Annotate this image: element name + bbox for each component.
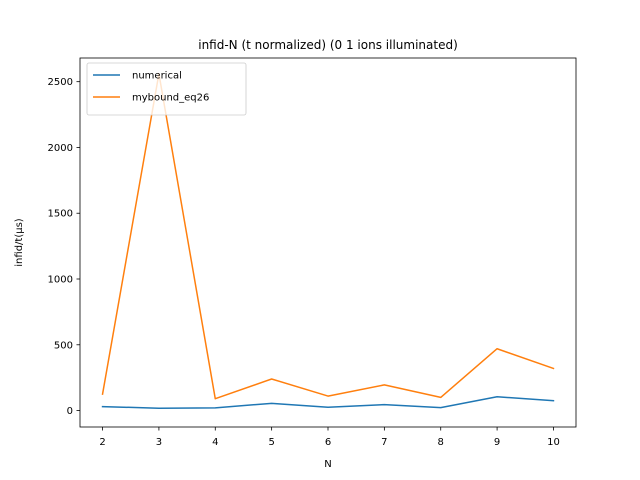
x-axis-label: N <box>324 459 331 470</box>
y-tick-label: 1000 <box>48 275 73 286</box>
x-tick-label: 7 <box>381 437 387 448</box>
x-tick-label: 10 <box>547 437 560 448</box>
x-tick-label: 9 <box>494 437 500 448</box>
legend-label: mybound_eq26 <box>132 93 209 104</box>
x-tick-label: 2 <box>99 437 105 448</box>
plot-area <box>80 58 576 427</box>
x-tick-label: 6 <box>325 437 331 448</box>
y-tick-label: 1500 <box>48 209 73 220</box>
axis-layer: 2 3 4 5 6 7 8 9 10 0 500 1000 1500 2000 2500 <box>48 77 560 448</box>
x-tick-label: 8 <box>438 437 444 448</box>
y-tick-label: 2500 <box>48 77 73 88</box>
y-tick-label: 2000 <box>48 143 73 154</box>
legend-label: numerical <box>132 71 182 82</box>
x-tick-label: 4 <box>212 437 218 448</box>
legend-box <box>86 62 247 116</box>
y-tick-label: 500 <box>54 340 73 351</box>
y-tick-label: 0 <box>67 406 73 417</box>
chart-title: infid-N (t normalized) (0 1 ions illumin… <box>198 38 458 52</box>
x-tick-label: 5 <box>268 437 274 448</box>
y-axis-label: infid/t(μs) <box>14 218 25 267</box>
legend: numerical mybound_eq26 <box>86 62 247 116</box>
x-tick-label: 3 <box>156 437 162 448</box>
series-line-numerical <box>101 395 555 409</box>
series-line-mybound-eq26 <box>101 73 555 400</box>
series-layer <box>101 73 555 409</box>
plot-border <box>79 57 577 428</box>
